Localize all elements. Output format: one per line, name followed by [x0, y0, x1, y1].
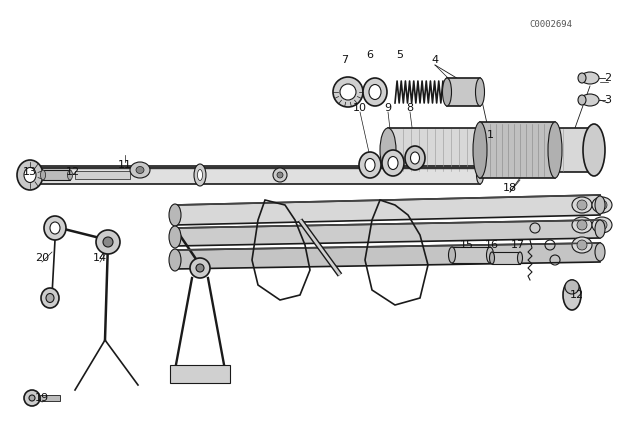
Ellipse shape: [442, 78, 451, 106]
Ellipse shape: [405, 146, 425, 170]
Ellipse shape: [369, 85, 381, 99]
Text: 8: 8: [406, 103, 413, 113]
Ellipse shape: [380, 128, 396, 172]
Text: 6: 6: [367, 50, 374, 60]
Circle shape: [273, 168, 287, 182]
Ellipse shape: [96, 230, 120, 254]
Text: 12: 12: [66, 167, 80, 177]
Ellipse shape: [169, 226, 181, 248]
Circle shape: [597, 220, 607, 230]
Ellipse shape: [17, 160, 43, 190]
Ellipse shape: [46, 293, 54, 302]
Ellipse shape: [563, 280, 581, 310]
Polygon shape: [175, 195, 600, 225]
Ellipse shape: [595, 220, 605, 238]
Ellipse shape: [581, 72, 599, 84]
Ellipse shape: [340, 84, 356, 100]
Text: 14: 14: [93, 253, 107, 263]
Bar: [480, 122, 555, 178]
Ellipse shape: [548, 122, 562, 178]
Ellipse shape: [473, 122, 487, 178]
Ellipse shape: [333, 77, 363, 107]
Text: 1: 1: [486, 130, 493, 140]
Ellipse shape: [410, 152, 419, 164]
Circle shape: [597, 200, 607, 210]
Ellipse shape: [24, 390, 40, 406]
Ellipse shape: [583, 124, 605, 176]
Ellipse shape: [565, 280, 579, 294]
Text: 16: 16: [485, 240, 499, 250]
Ellipse shape: [190, 258, 210, 278]
Ellipse shape: [24, 168, 36, 182]
Ellipse shape: [595, 243, 605, 261]
Bar: [452, 247, 490, 263]
Ellipse shape: [169, 204, 181, 226]
Bar: [30, 166, 480, 184]
Ellipse shape: [388, 156, 398, 169]
Ellipse shape: [26, 166, 33, 184]
Text: 19: 19: [35, 393, 49, 403]
Circle shape: [577, 240, 587, 250]
Text: 17: 17: [511, 240, 525, 250]
Ellipse shape: [40, 170, 45, 180]
Ellipse shape: [44, 216, 66, 240]
Text: 13: 13: [23, 167, 37, 177]
Text: 12: 12: [570, 290, 584, 300]
Ellipse shape: [572, 237, 592, 253]
Ellipse shape: [198, 169, 202, 181]
Bar: [492, 252, 520, 264]
Text: 2: 2: [604, 73, 612, 83]
Bar: [388, 128, 594, 172]
Bar: [447, 78, 480, 106]
Ellipse shape: [477, 166, 483, 184]
Bar: [40, 395, 60, 401]
Ellipse shape: [194, 164, 206, 186]
Ellipse shape: [359, 152, 381, 178]
Ellipse shape: [592, 217, 612, 233]
Text: 18: 18: [503, 183, 517, 193]
Text: 11: 11: [118, 160, 132, 170]
Ellipse shape: [130, 162, 150, 178]
Bar: [170, 365, 230, 383]
Ellipse shape: [581, 94, 599, 106]
Ellipse shape: [103, 237, 113, 247]
Ellipse shape: [578, 95, 586, 105]
Ellipse shape: [169, 249, 181, 271]
Ellipse shape: [365, 159, 375, 172]
Text: 3: 3: [605, 95, 611, 105]
Text: C0002694: C0002694: [529, 20, 572, 29]
Ellipse shape: [476, 78, 484, 106]
Ellipse shape: [449, 247, 456, 263]
Circle shape: [577, 200, 587, 210]
Ellipse shape: [490, 252, 495, 264]
Ellipse shape: [578, 73, 586, 83]
Ellipse shape: [136, 167, 144, 173]
Ellipse shape: [518, 252, 522, 264]
Ellipse shape: [592, 197, 612, 213]
Bar: [75, 171, 130, 179]
Ellipse shape: [572, 197, 592, 213]
Ellipse shape: [382, 150, 404, 176]
Text: 20: 20: [35, 253, 49, 263]
Text: 15: 15: [460, 240, 474, 250]
Ellipse shape: [196, 264, 204, 272]
Text: 5: 5: [397, 50, 403, 60]
Bar: [43, 170, 70, 180]
Polygon shape: [175, 243, 600, 269]
Text: 4: 4: [431, 55, 438, 65]
Ellipse shape: [595, 196, 605, 214]
Ellipse shape: [41, 288, 59, 308]
Ellipse shape: [67, 170, 72, 180]
Text: 9: 9: [385, 103, 392, 113]
Ellipse shape: [29, 395, 35, 401]
Text: 7: 7: [341, 55, 349, 65]
Ellipse shape: [50, 222, 60, 234]
Ellipse shape: [363, 78, 387, 106]
Circle shape: [277, 172, 283, 178]
Ellipse shape: [486, 247, 493, 263]
Polygon shape: [175, 220, 600, 246]
Ellipse shape: [572, 217, 592, 233]
Text: 10: 10: [353, 103, 367, 113]
Circle shape: [577, 220, 587, 230]
